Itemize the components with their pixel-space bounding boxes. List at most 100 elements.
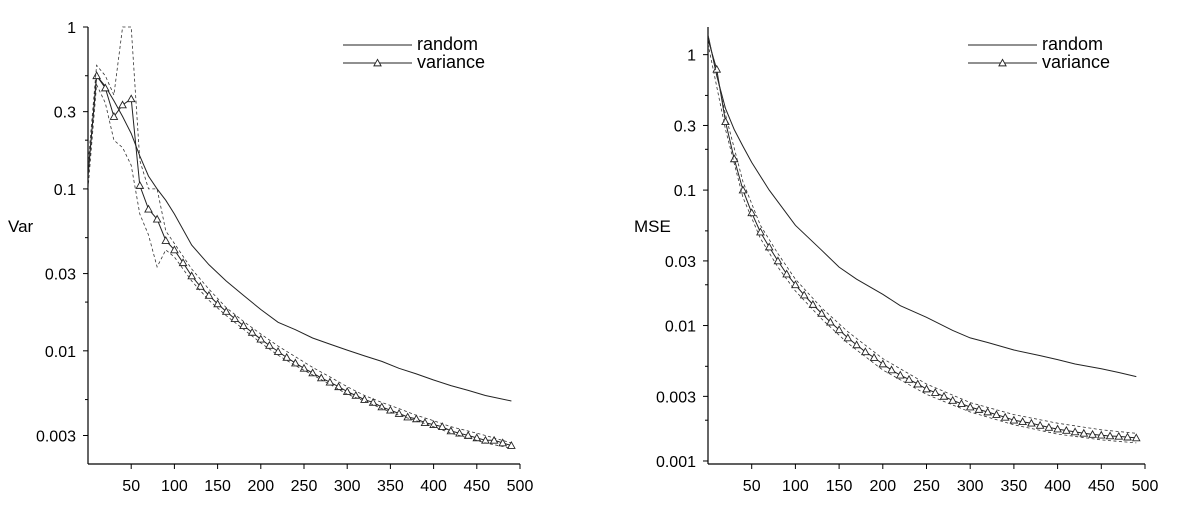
- y-tick-label: 0.03: [665, 254, 696, 271]
- variance-point-marker: [455, 428, 464, 437]
- variance-point-marker: [799, 290, 809, 299]
- variance-point-marker: [764, 242, 774, 251]
- variance-point-marker: [351, 390, 361, 399]
- variance-point-marker: [887, 365, 896, 374]
- variance-point-marker: [904, 374, 914, 383]
- variance-point-marker: [869, 353, 879, 361]
- variance-point-marker: [100, 83, 110, 92]
- variance-point-marker: [135, 180, 145, 189]
- variance-point-marker: [334, 382, 343, 391]
- x-tick-label: 450: [463, 478, 490, 495]
- x-tick-label: 400: [1044, 478, 1071, 495]
- legend-label-variance: variance: [1042, 52, 1110, 72]
- variance-point-marker: [712, 64, 722, 73]
- variance-point-marker: [265, 340, 274, 349]
- variance-point-marker: [852, 340, 861, 349]
- variance-point-marker: [403, 412, 413, 421]
- variance-point-marker: [316, 373, 326, 382]
- y-tick-label: 0.1: [674, 183, 696, 200]
- variance-point-marker: [204, 290, 214, 299]
- y-tick-label: 1: [687, 48, 696, 65]
- series-line-bound-2: [708, 34, 1137, 434]
- variance-point-marker: [360, 395, 369, 403]
- variance-point-marker: [386, 405, 395, 414]
- variance-point-marker: [791, 280, 800, 289]
- y-axis-title: Var: [8, 217, 34, 236]
- variance-point-marker: [446, 426, 456, 435]
- variance-point-marker: [1027, 418, 1036, 427]
- variance-point-marker: [1053, 424, 1062, 433]
- variance-point-marker: [152, 214, 162, 223]
- variance-point-marker: [1035, 420, 1045, 429]
- variance-point-marker: [1079, 428, 1089, 437]
- variance-point-marker: [808, 299, 818, 308]
- x-tick-label: 100: [782, 478, 809, 495]
- variance-point-marker: [738, 185, 748, 194]
- y-tick-label: 0.001: [656, 454, 696, 471]
- variance-point-marker: [1096, 430, 1106, 439]
- variance-point-marker: [1123, 432, 1132, 441]
- y-axis-title: MSE: [634, 217, 671, 236]
- variance-point-marker: [429, 420, 438, 428]
- variance-point-marker: [195, 281, 205, 290]
- y-tick-label: 0.3: [54, 105, 76, 122]
- x-tick-label: 50: [743, 478, 761, 495]
- variance-point-marker: [247, 327, 257, 336]
- variance-point-marker: [187, 271, 197, 280]
- variance-point-marker: [860, 347, 870, 356]
- variance-point-marker: [118, 100, 127, 109]
- variance-point-marker: [1088, 429, 1097, 438]
- variance-point-marker: [290, 358, 300, 367]
- variance-point-marker: [1018, 417, 1028, 426]
- x-tick-label: 200: [869, 478, 896, 495]
- variance-point-marker: [1000, 412, 1010, 421]
- variance-point-marker: [939, 391, 949, 400]
- mse-chart-panel: 1 0.3 0.1 0.03 0.01 0.003 0.001 50 100 150 200 250 3…: [634, 27, 1158, 495]
- variance-point-marker: [843, 333, 853, 342]
- variance-point-marker: [1105, 431, 1115, 440]
- x-tick-label: 500: [507, 478, 534, 495]
- legend-marker-variance: [373, 58, 382, 67]
- variance-point-marker: [463, 430, 473, 439]
- y-tick-label: 0.003: [36, 428, 76, 445]
- variance-point-marker: [930, 388, 940, 396]
- variance-point-marker: [411, 414, 421, 423]
- x-tick-label: 200: [247, 478, 274, 495]
- x-tick-label: 250: [913, 478, 940, 495]
- x-tick-label: 300: [957, 478, 984, 495]
- x-tick-label: 350: [377, 478, 404, 495]
- variance-point-marker: [221, 306, 231, 315]
- variance-point-marker: [213, 299, 222, 308]
- variance-point-marker: [308, 368, 318, 377]
- series-line-bound-3: [708, 43, 1137, 444]
- variance-point-marker: [834, 325, 844, 334]
- y-tick-label: 0.01: [45, 344, 76, 361]
- variance-point-marker: [178, 258, 188, 267]
- series-line-bound-2: [88, 26, 512, 444]
- variance-point-marker: [109, 111, 119, 120]
- y-tick-label: 0.01: [665, 319, 696, 336]
- variance-point-marker: [974, 404, 984, 413]
- variance-point-marker: [1061, 425, 1071, 434]
- x-tick-label: 100: [161, 478, 188, 495]
- variance-point-marker: [437, 422, 447, 431]
- y-tick-label: 0.03: [45, 267, 76, 284]
- variance-point-marker: [126, 94, 136, 103]
- variance-point-marker: [878, 359, 888, 368]
- variance-point-marker: [256, 334, 266, 343]
- variance-point-marker: [282, 352, 292, 361]
- variance-point-marker: [948, 395, 958, 404]
- x-tick-label: 450: [1088, 478, 1115, 495]
- var-chart-panel: 1 0.3 0.1 0.03 0.01 0.003 50 100 150 200 250 300 350…: [8, 20, 533, 495]
- variance-point-marker: [825, 317, 835, 326]
- variance-point-marker: [377, 402, 387, 411]
- variance-point-marker: [489, 435, 499, 444]
- variance-point-marker: [756, 227, 765, 236]
- series-line-bound-3: [88, 83, 512, 449]
- series-line-random: [708, 34, 1137, 378]
- variance-point-marker: [1131, 433, 1141, 442]
- plot-area: [708, 34, 1141, 444]
